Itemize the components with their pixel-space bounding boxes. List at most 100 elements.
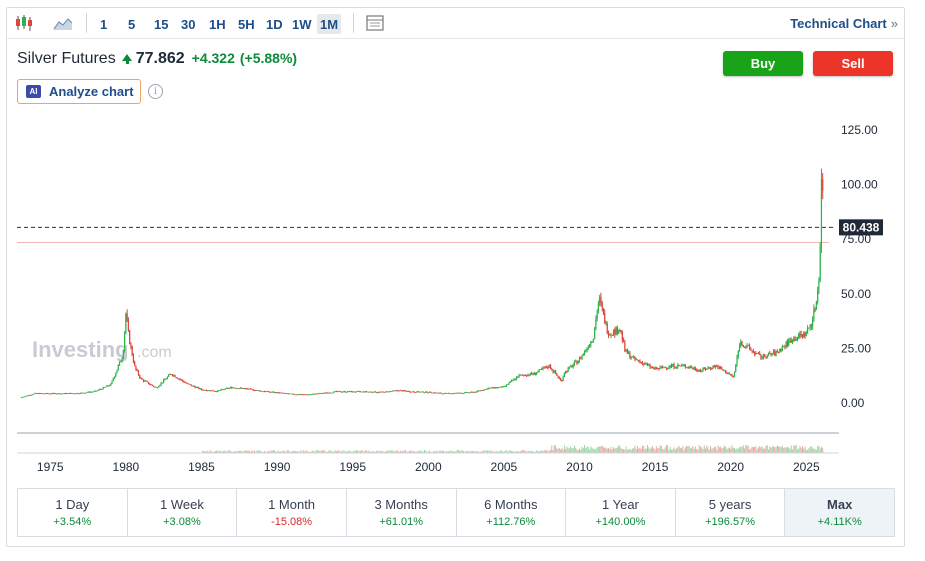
- volume-bar: [509, 450, 511, 453]
- period-max[interactable]: Max +4.11K%: [785, 489, 894, 536]
- candle-body: [494, 387, 496, 389]
- candle-body: [372, 392, 374, 393]
- volume-bar: [570, 446, 572, 453]
- volume-bar: [411, 450, 413, 453]
- timeframe-5h[interactable]: 5H: [238, 16, 255, 32]
- candle-body: [678, 364, 680, 366]
- candle-body: [581, 355, 583, 359]
- timeframe-15[interactable]: 15: [154, 16, 169, 32]
- candle-body: [270, 391, 272, 393]
- candle-body: [798, 333, 800, 338]
- period-5-years[interactable]: 5 years +196.57%: [676, 489, 786, 536]
- volume-bar: [620, 448, 622, 453]
- period-1-day[interactable]: 1 Day +3.54%: [18, 489, 128, 536]
- candle-body: [178, 378, 180, 380]
- candle-body: [794, 338, 796, 341]
- y-tick-label: 50.00: [841, 287, 871, 301]
- volume-bar: [747, 446, 749, 453]
- volume-bar: [271, 450, 273, 453]
- technical-chart-link[interactable]: Technical Chart»: [790, 16, 898, 31]
- timeframe-1m[interactable]: 1M: [317, 14, 342, 34]
- period-3-months[interactable]: 3 Months +61.01%: [347, 489, 457, 536]
- candle-body: [426, 391, 428, 393]
- volume-bar: [272, 450, 274, 453]
- candle-body: [88, 391, 90, 393]
- volume-bar: [814, 449, 816, 453]
- candle-body: [672, 364, 674, 367]
- candle-body: [640, 361, 642, 363]
- candle-body: [733, 372, 736, 377]
- volume-bar: [458, 450, 460, 453]
- candle-body: [161, 382, 164, 384]
- volume-bar: [727, 447, 729, 453]
- timeframe-5[interactable]: 5: [128, 16, 136, 32]
- candle-body: [422, 391, 424, 393]
- candle-body: [24, 396, 26, 398]
- period-1-month[interactable]: 1 Month -15.08%: [237, 489, 347, 536]
- candle-body: [523, 375, 525, 376]
- chart-layout-icon[interactable]: [363, 12, 387, 34]
- candle-body: [180, 379, 182, 381]
- candle-body: [504, 386, 506, 387]
- buy-button[interactable]: Buy: [723, 51, 803, 76]
- candle-body: [682, 365, 684, 366]
- candle-body: [810, 325, 812, 327]
- volume-bar: [630, 449, 632, 453]
- volume-bar: [679, 447, 681, 453]
- price-chart[interactable]: Investing .com 80.438 125.00 100.00 75.00 50.0…: [17, 119, 896, 481]
- candle-body: [651, 366, 654, 368]
- volume-bar: [669, 447, 671, 453]
- candle-body: [803, 331, 805, 338]
- candle-body: [377, 392, 379, 394]
- candle-body: [596, 312, 598, 320]
- volume-bar: [282, 450, 284, 453]
- volume-bar: [400, 450, 402, 453]
- area-chart-icon[interactable]: [51, 12, 75, 34]
- y-tick-label: 100.00: [841, 178, 878, 192]
- price-chart-svg[interactable]: Investing .com 80.438 125.00 100.00 75.00 50.0…: [17, 119, 896, 481]
- x-tick-label: 2015: [642, 460, 669, 474]
- period-1-week[interactable]: 1 Week +3.08%: [128, 489, 238, 536]
- volume-bar: [678, 445, 680, 453]
- timeframe-30[interactable]: 30: [181, 16, 196, 32]
- volume-bar: [323, 450, 325, 453]
- volume-bar: [311, 450, 313, 453]
- volume-bar: [711, 448, 713, 453]
- volume-bar: [292, 451, 294, 453]
- volume-bar: [444, 451, 446, 453]
- timeframe-1[interactable]: 1: [100, 16, 108, 32]
- candle-body: [396, 390, 398, 392]
- candle-body: [165, 378, 167, 380]
- timeframe-1h[interactable]: 1H: [209, 16, 226, 32]
- candle-body: [365, 391, 368, 393]
- volume-bar: [576, 449, 578, 453]
- candle-body: [28, 395, 30, 396]
- candlestick-chart-icon[interactable]: [13, 12, 37, 34]
- sell-button[interactable]: Sell: [813, 51, 893, 76]
- volume-bar: [263, 451, 265, 453]
- volume-bar: [340, 450, 342, 453]
- volume-bar: [696, 448, 698, 453]
- candle-body: [195, 387, 198, 389]
- info-icon[interactable]: i: [148, 84, 163, 99]
- volume-bar: [733, 448, 735, 453]
- timeframe-1d[interactable]: 1D: [266, 16, 283, 32]
- volume-bar: [768, 449, 770, 453]
- candle-body: [383, 391, 385, 393]
- period-label: 1 Year: [602, 497, 639, 512]
- period-1-year[interactable]: 1 Year +140.00%: [566, 489, 676, 536]
- candle-body: [144, 380, 146, 382]
- volume-bar: [730, 448, 732, 453]
- candle-body: [704, 368, 707, 370]
- candle-body: [263, 391, 266, 393]
- volume-bar: [434, 451, 436, 453]
- volume-bar: [445, 451, 447, 453]
- candle-body: [553, 371, 555, 373]
- candle-body: [311, 394, 313, 395]
- volume-bar: [594, 449, 596, 453]
- candle-body: [819, 246, 821, 281]
- candle-body: [503, 386, 505, 388]
- timeframe-1w[interactable]: 1W: [292, 16, 312, 32]
- period-6-months[interactable]: 6 Months +112.76%: [457, 489, 567, 536]
- analyze-chart-button[interactable]: AI Analyze chart: [17, 79, 141, 104]
